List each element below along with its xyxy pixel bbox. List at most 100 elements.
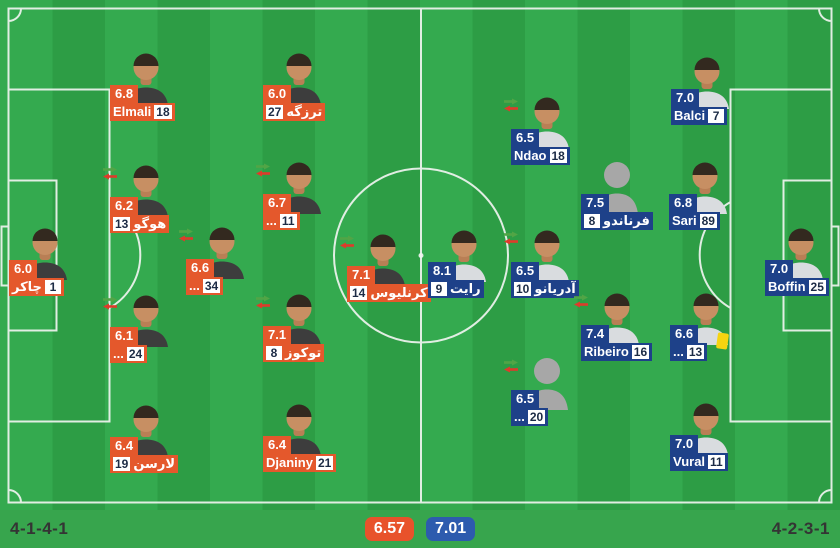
rating-badge: 6.1 bbox=[110, 327, 139, 345]
player-home-27[interactable]: 6.0 27 ترزگه bbox=[234, 47, 364, 121]
rating-badge: 6.2 bbox=[110, 197, 139, 215]
name-plate: 9 رایت bbox=[428, 280, 484, 298]
name-plate: 14 کرنلیوس bbox=[347, 284, 431, 302]
player-label: 8.1 9 رایت bbox=[428, 262, 484, 298]
player-name: هوگو bbox=[133, 216, 167, 231]
player-away-25[interactable]: 7.0 Boffin 25 bbox=[736, 222, 840, 296]
player-home-1[interactable]: 6.0 چاکر 1 bbox=[0, 222, 110, 296]
player-name: Balci bbox=[674, 108, 706, 123]
shirt-number: 1 bbox=[44, 280, 61, 294]
shirt-number: 9 bbox=[431, 282, 447, 296]
shirt-number: 25 bbox=[808, 280, 826, 294]
player-label: 6.8 Sari 89 bbox=[669, 194, 720, 230]
player-home-8[interactable]: 7.1 8 توکوز bbox=[234, 288, 364, 362]
shirt-number: 18 bbox=[154, 105, 172, 119]
player-label: 7.5 8 فرناندو bbox=[581, 194, 653, 230]
player-label: 7.0 Vural 11 bbox=[670, 435, 728, 471]
substitution-icon bbox=[103, 296, 117, 310]
rating-badge: 7.5 bbox=[581, 194, 610, 212]
rating-badge: 6.8 bbox=[669, 194, 698, 212]
player-name: ترزگه bbox=[286, 104, 323, 119]
player-away-20[interactable]: 6.5... 20 bbox=[482, 352, 612, 426]
rating-badge: 6.7 bbox=[263, 194, 292, 212]
player-name: ... bbox=[514, 409, 525, 424]
name-plate: 27 ترزگه bbox=[263, 103, 326, 121]
name-plate: 19 لارسن bbox=[110, 455, 179, 473]
shirt-number: 11 bbox=[279, 214, 297, 228]
player-label: 6.6... 34 bbox=[186, 259, 224, 295]
average-ratings: 6.57 7.01 bbox=[364, 517, 476, 541]
player-name: Ribeiro bbox=[584, 344, 629, 359]
player-away-11[interactable]: 7.0 Vural 11 bbox=[641, 397, 771, 471]
player-name: Ndao bbox=[514, 148, 547, 163]
substitution-icon bbox=[179, 228, 193, 242]
player-label: 7.0 Boffin 25 bbox=[765, 260, 829, 296]
player-name: ... bbox=[266, 213, 277, 228]
name-plate: Boffin 25 bbox=[765, 278, 829, 296]
shirt-number: 34 bbox=[202, 279, 221, 293]
shirt-number: 8 bbox=[584, 214, 600, 228]
player-name: آدریانو bbox=[534, 281, 576, 296]
player-name: کرنلیوس bbox=[370, 285, 428, 300]
rating-badge: 7.0 bbox=[670, 435, 699, 453]
rating-badge: 6.6 bbox=[186, 259, 215, 277]
rating-badge: 7.1 bbox=[263, 326, 292, 344]
name-plate: Djaniny 21 bbox=[263, 454, 337, 472]
player-label: 7.1 14 کرنلیوس bbox=[347, 266, 431, 302]
player-name: ... bbox=[189, 278, 200, 293]
player-label: 7.1 8 توکوز bbox=[263, 326, 325, 362]
rating-badge: 6.4 bbox=[263, 436, 292, 454]
player-away-89[interactable]: 6.8 Sari 89 bbox=[640, 156, 770, 230]
name-plate: 10 آدریانو bbox=[511, 280, 579, 298]
substitution-icon bbox=[256, 163, 270, 177]
player-label: 6.2 13 هوگو bbox=[110, 197, 170, 233]
rating-badge: 6.5 bbox=[511, 129, 540, 147]
player-away-8[interactable]: 7.5 8 فرناندو bbox=[552, 156, 682, 230]
player-name: ... bbox=[113, 346, 124, 361]
shirt-number: 11 bbox=[708, 455, 725, 469]
player-label: 6.5... 20 bbox=[511, 390, 549, 426]
rating-badge: 7.4 bbox=[581, 325, 610, 343]
rating-badge: 7.0 bbox=[671, 89, 700, 107]
player-away-16[interactable]: 7.4 Ribeiro 16 bbox=[552, 287, 682, 361]
player-away-18[interactable]: 6.5 Ndao 18 bbox=[482, 91, 612, 165]
player-home-13[interactable]: 6.2 13 هوگو bbox=[81, 159, 211, 233]
player-home-21[interactable]: 6.4 Djaniny 21 bbox=[234, 398, 364, 472]
rating-badge: 6.8 bbox=[110, 85, 139, 103]
away-formation: 4-2-3-1 bbox=[771, 519, 830, 538]
name-plate: 13 هوگو bbox=[110, 215, 170, 233]
player-name: چاکر bbox=[12, 279, 42, 294]
substitution-icon bbox=[504, 231, 518, 245]
player-name: لارسن bbox=[133, 456, 176, 471]
player-home-14[interactable]: 7.1 14 کرنلیوس bbox=[318, 228, 448, 302]
name-plate: Elmali 18 bbox=[110, 103, 175, 121]
player-away-7[interactable]: 7.0 Balci 7 bbox=[642, 51, 772, 125]
player-label: 6.1... 24 bbox=[110, 327, 148, 363]
shirt-number: 16 bbox=[631, 345, 650, 359]
name-plate: 8 فرناندو bbox=[581, 212, 653, 230]
shirt-number: 21 bbox=[315, 456, 334, 470]
rating-badge: 8.1 bbox=[428, 262, 457, 280]
name-plate: ... 13 bbox=[670, 343, 708, 361]
player-name: Elmali bbox=[113, 104, 152, 119]
player-home-11[interactable]: 6.7... 11 bbox=[234, 156, 364, 230]
player-away-9[interactable]: 8.1 9 رایت bbox=[399, 224, 529, 298]
player-away-10[interactable]: 6.5 10 آدریانو bbox=[482, 224, 612, 298]
player-home-24[interactable]: 6.1... 24 bbox=[81, 289, 211, 363]
shirt-number: 18 bbox=[549, 149, 567, 163]
substitution-icon bbox=[504, 98, 518, 112]
name-plate: 8 توکوز bbox=[263, 344, 325, 362]
player-home-19[interactable]: 6.4 19 لارسن bbox=[81, 399, 211, 473]
substitution-icon bbox=[340, 235, 354, 249]
name-plate: Balci 7 bbox=[671, 107, 728, 125]
shirt-number: 19 bbox=[113, 457, 131, 471]
player-label: 6.8 Elmali 18 bbox=[110, 85, 175, 121]
yellow-card-icon bbox=[715, 332, 730, 350]
player-name: رایت bbox=[450, 281, 481, 296]
name-plate: Ribeiro 16 bbox=[581, 343, 653, 361]
player-home-18[interactable]: 6.8 Elmali 18 bbox=[81, 47, 211, 121]
name-plate: چاکر 1 bbox=[9, 278, 64, 296]
player-away-13[interactable]: 6.6... 13 bbox=[641, 287, 771, 361]
shirt-number: 89 bbox=[699, 214, 717, 228]
player-home-34[interactable]: 6.6... 34 bbox=[157, 221, 287, 295]
